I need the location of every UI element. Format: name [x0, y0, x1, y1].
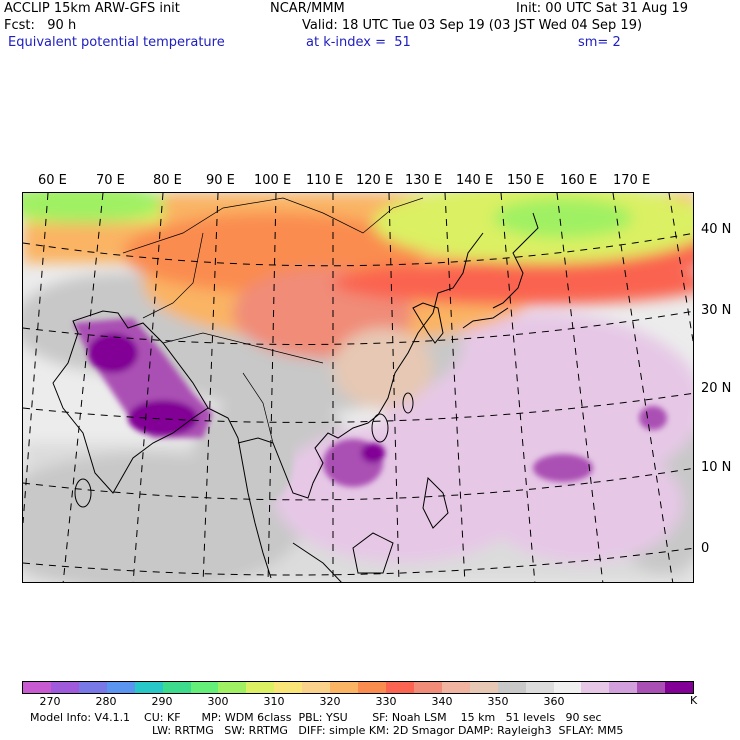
- longitude-label: 170 E: [613, 173, 651, 188]
- colorbar-swatch: [190, 682, 219, 693]
- colorbar-label: 350: [487, 695, 509, 708]
- field-name: Equivalent potential temperature: [8, 35, 225, 50]
- model-info-line2: LW: RRTMG SW: RRTMG DIFF: simple KM: 2D …: [152, 724, 624, 737]
- model-info-line1: Model Info: V4.1.1 CU: KF MP: WDM 6class…: [30, 711, 602, 724]
- colorbar-swatch: [385, 682, 414, 693]
- colorbar-label: 320: [319, 695, 341, 708]
- organization-label: NCAR/MMM: [270, 1, 345, 16]
- longitude-label: 130 E: [405, 173, 443, 188]
- valid-time: Valid: 18 UTC Tue 03 Sep 19 (03 JST Wed …: [302, 18, 643, 33]
- longitude-label: 70 E: [96, 173, 125, 188]
- latitude-label: 20 N: [701, 381, 732, 396]
- longitude-label: 110 E: [306, 173, 344, 188]
- colorbar-swatch: [497, 682, 526, 693]
- colorbar-label: 270: [39, 695, 61, 708]
- latitude-label: 40 N: [701, 222, 732, 237]
- forecast-hour: Fcst: 90 h: [4, 18, 77, 33]
- longitude-label: 90 E: [206, 173, 235, 188]
- model-title: ACCLIP 15km ARW-GFS init: [4, 1, 180, 16]
- smoothing-label: sm= 2: [578, 35, 621, 50]
- colorbar-swatch: [469, 682, 498, 693]
- colorbar-label: 310: [263, 695, 285, 708]
- longitude-label: 140 E: [456, 173, 494, 188]
- colorbar-swatch: [553, 682, 582, 693]
- colorbar-label: 340: [431, 695, 453, 708]
- latitude-label: 0: [701, 541, 710, 556]
- colorbar-swatch: [441, 682, 470, 693]
- colorbar-label: 300: [207, 695, 229, 708]
- colorbar-swatch: [413, 682, 442, 693]
- level-index: at k-index = 51: [306, 35, 411, 50]
- colorbar-swatch: [246, 682, 275, 693]
- colorbar-label: 330: [375, 695, 397, 708]
- longitude-label: 80 E: [153, 173, 182, 188]
- colorbar-swatch: [50, 682, 79, 693]
- longitude-label: 100 E: [254, 173, 292, 188]
- colorbar-swatch: [637, 682, 666, 693]
- latitude-label: 30 N: [701, 303, 732, 318]
- colorbar-swatch: [78, 682, 107, 693]
- colorbar-swatch: [525, 682, 554, 693]
- colorbar-swatch: [106, 682, 135, 693]
- longitude-label: 120 E: [356, 173, 394, 188]
- colorbar-swatch: [330, 682, 359, 693]
- longitude-label: 60 E: [38, 173, 67, 188]
- colorbar-label: 360: [543, 695, 565, 708]
- theta-e-map: [22, 192, 694, 583]
- latitude-label: 10 N: [701, 460, 732, 475]
- colorbar-swatch: [218, 682, 247, 693]
- colorbar-swatch: [162, 682, 191, 693]
- colorbar-swatch: [274, 682, 303, 693]
- colorbar-swatch: [609, 682, 638, 693]
- init-time: Init: 00 UTC Sat 31 Aug 19: [516, 1, 689, 16]
- colorbar-swatch: [581, 682, 610, 693]
- colorbar-label: 280: [95, 695, 117, 708]
- colorbar-swatch: [358, 682, 386, 693]
- colorbar-swatch: [302, 682, 331, 693]
- longitude-label: 150 E: [507, 173, 545, 188]
- colorbar: [22, 681, 694, 694]
- colorbar-label: 290: [151, 695, 173, 708]
- colorbar-swatch: [665, 682, 694, 693]
- colorbar-swatch: [23, 682, 51, 693]
- colorbar-unit: K: [690, 694, 698, 707]
- longitude-label: 160 E: [560, 173, 598, 188]
- colorbar-swatch: [134, 682, 163, 693]
